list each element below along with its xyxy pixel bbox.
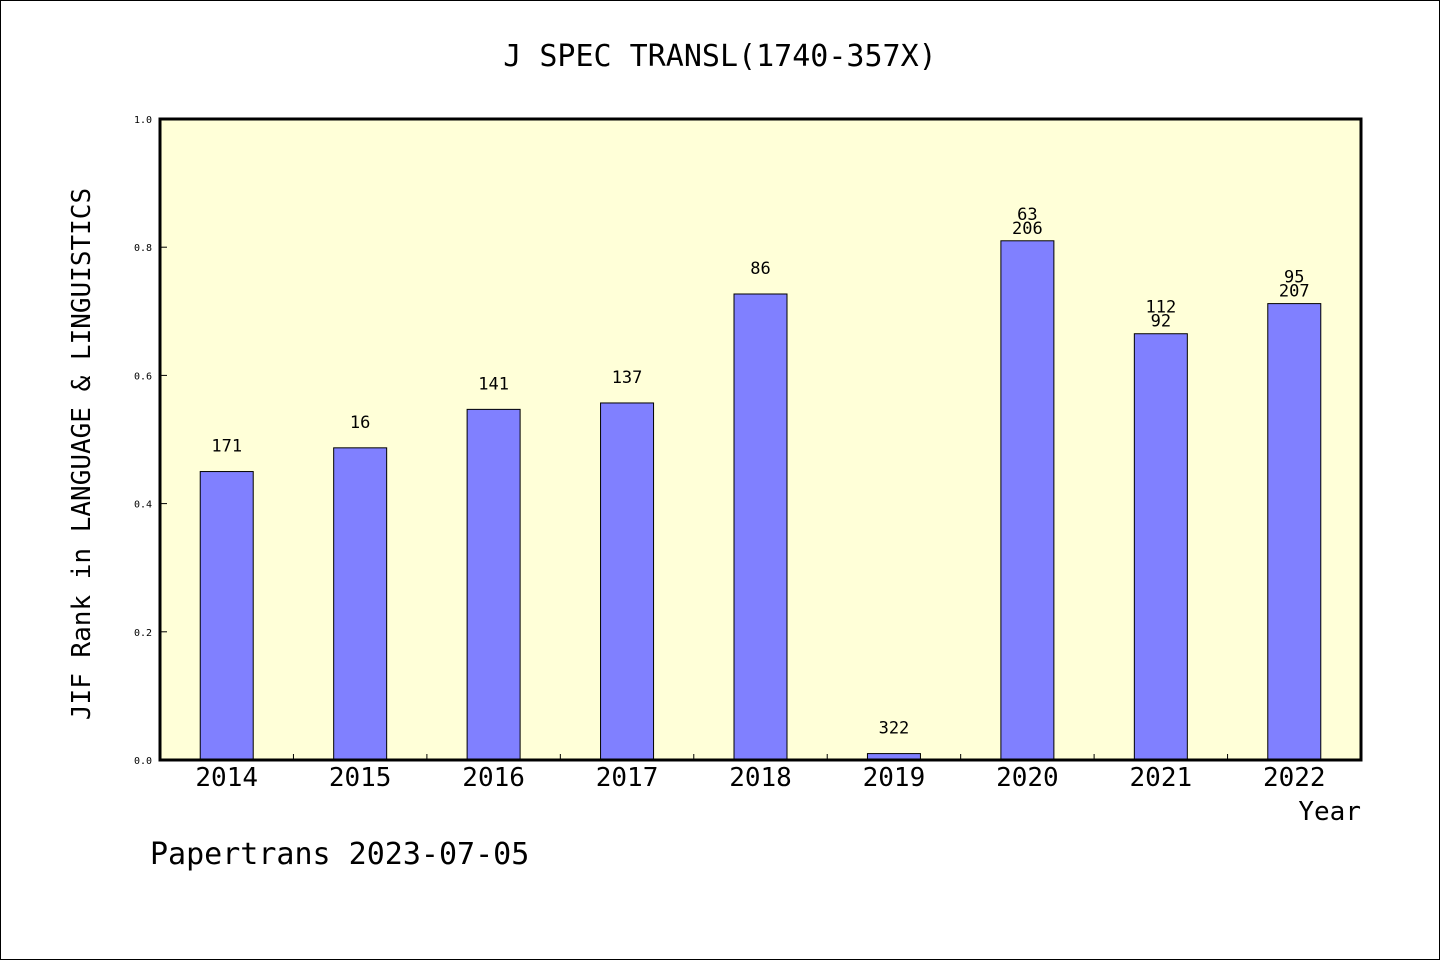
bar-value-label: 86 — [750, 259, 770, 279]
bar — [1000, 240, 1055, 761]
x-tick-label: 2018 — [729, 763, 792, 793]
bar-value-label: 171 — [211, 437, 242, 457]
bar — [1133, 333, 1188, 761]
y-tick-label: 0.8 — [134, 243, 152, 254]
bar-value-label: 112 — [1145, 298, 1176, 318]
y-tick-label: 0.0 — [134, 756, 152, 767]
x-axis: 2014 2015 2016 2017 2018 2019 2020 2021 2022 — [195, 754, 1326, 793]
bar-value-label: 92 — [1151, 312, 1171, 332]
y-axis-label: JIF Rank in LANGUAGE & LINGUISTICS — [67, 188, 97, 720]
bar — [733, 293, 788, 761]
x-axis-label: Year — [1298, 797, 1361, 827]
x-tick-label: 2020 — [996, 763, 1059, 793]
x-tick-label: 2017 — [596, 763, 659, 793]
x-tick-label: 2022 — [1263, 763, 1326, 793]
bar-value-label: 141 — [478, 374, 509, 394]
chart-title: J SPEC TRANSL(1740-357X) — [503, 39, 936, 74]
x-tick-label: 2014 — [195, 763, 258, 793]
x-tick-label: 2021 — [1130, 763, 1193, 793]
bar-value-label: 95 — [1284, 268, 1304, 288]
y-tick-label: 0.4 — [134, 500, 152, 511]
bar-value-label: 16 — [350, 413, 370, 433]
bar-value-label: 206 — [1012, 219, 1043, 239]
x-tick-label: 2016 — [462, 763, 525, 793]
plot-border — [158, 117, 1363, 762]
y-tick-label: 0.6 — [134, 371, 152, 382]
bar-value-label: 322 — [879, 719, 910, 739]
x-tick-label: 2019 — [863, 763, 926, 793]
bar — [199, 471, 254, 761]
y-tick-label: 0.2 — [134, 628, 152, 639]
bar-value-label: 137 — [612, 368, 643, 388]
x-tick-label: 2015 — [329, 763, 392, 793]
bar — [333, 447, 388, 761]
bar-value-label: 63 — [1017, 205, 1037, 225]
y-tick-label: 1.0 — [134, 115, 152, 126]
bar-value-label: 207 — [1279, 282, 1310, 302]
bar — [466, 408, 521, 761]
footer-credit: Papertrans 2023-07-05 — [150, 837, 529, 872]
bar — [1267, 303, 1322, 761]
bar — [600, 402, 655, 761]
bars — [199, 240, 1322, 761]
